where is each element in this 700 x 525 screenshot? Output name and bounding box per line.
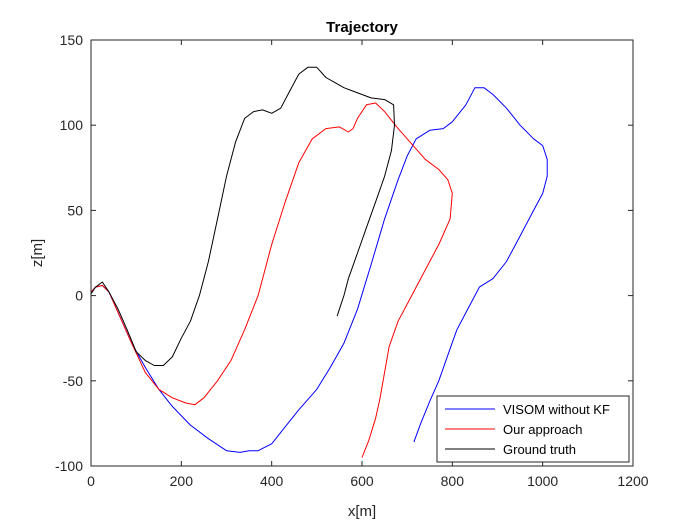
legend-label-2: Our approach bbox=[503, 422, 583, 437]
y-tick-label: 50 bbox=[67, 202, 83, 218]
legend-label-1: VISOM without KF bbox=[503, 402, 610, 417]
x-tick-label: 1200 bbox=[617, 473, 648, 489]
axes: 0 200 400 600 800 1000 1200 -100 -50 0 50 100 150 bbox=[55, 32, 649, 489]
y-tick-label: -50 bbox=[63, 373, 83, 389]
x-tick-label: 1000 bbox=[527, 473, 558, 489]
x-tick-label: 400 bbox=[260, 473, 284, 489]
x-axis-label: x[m] bbox=[348, 503, 376, 520]
x-tick-label: 0 bbox=[87, 473, 95, 489]
y-tick-label: 150 bbox=[60, 32, 84, 48]
series-line-3 bbox=[90, 66, 395, 366]
x-tick-label: 600 bbox=[350, 473, 374, 489]
y-tick-label: 100 bbox=[60, 117, 84, 133]
y-axis-label: z[m] bbox=[29, 239, 46, 267]
y-tick-label: -100 bbox=[55, 458, 83, 474]
x-tick-label: 200 bbox=[170, 473, 194, 489]
x-tick-label: 800 bbox=[441, 473, 465, 489]
plot-area bbox=[90, 66, 548, 458]
y-tick-label: 0 bbox=[75, 288, 83, 304]
legend: VISOM without KF Our approach Ground truth bbox=[436, 395, 630, 463]
series-line-2 bbox=[90, 102, 453, 458]
chart-title: Trajectory bbox=[326, 19, 398, 36]
series-line-1 bbox=[90, 87, 548, 453]
legend-label-3: Ground truth bbox=[503, 442, 576, 457]
